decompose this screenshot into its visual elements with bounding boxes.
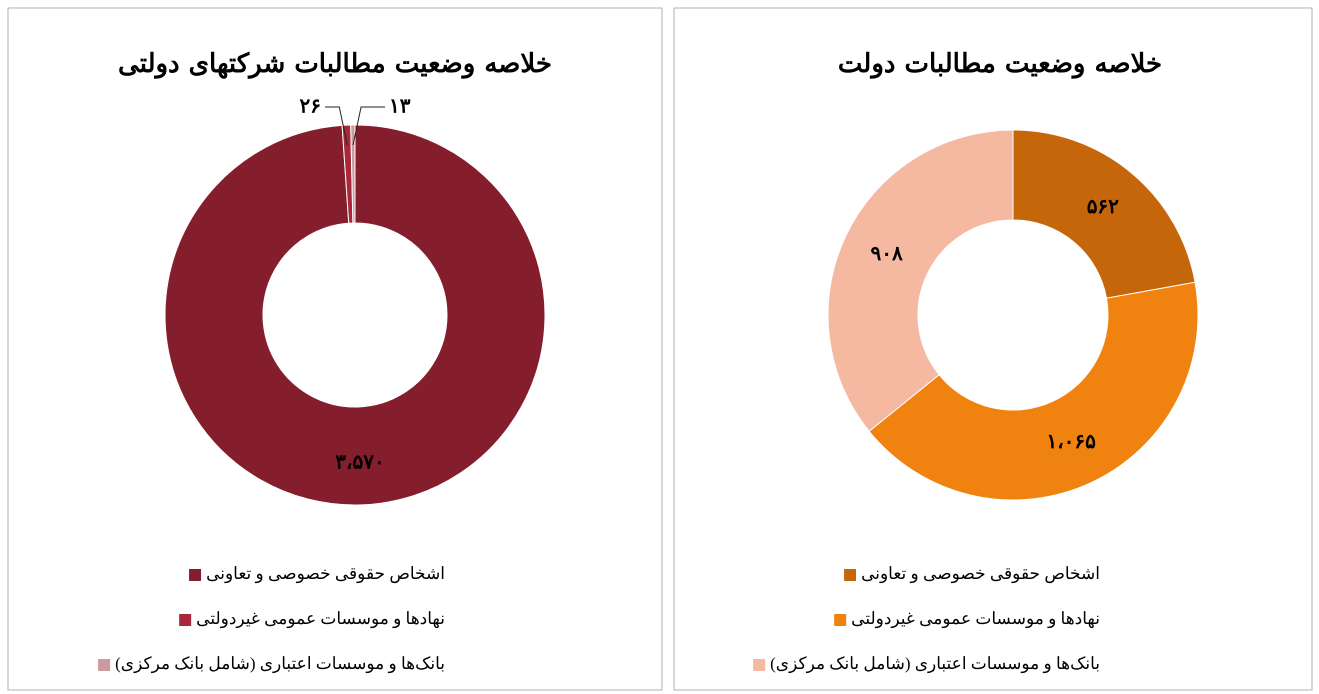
donut-slice (164, 124, 546, 506)
panel (7, 7, 663, 691)
legend-label: نهادها و موسسات عمومی غیردولتی (851, 609, 1100, 629)
value-label: ۳،۵۷۰ (335, 449, 384, 473)
donut-slice (868, 281, 1199, 501)
legend-label: اشخاص حقوقی خصوصی و تعاونی (861, 564, 1100, 584)
legend-swatch (189, 569, 202, 581)
value-label: ۲۶ (300, 94, 321, 118)
value-label: ۹۰۸ (871, 241, 903, 265)
legend-swatch (834, 614, 847, 626)
legend-label: بانک‌ها و موسسات اعتباری (شامل بانک مرکز… (770, 654, 1100, 674)
legend-swatch (753, 659, 766, 671)
legend-swatch (844, 569, 857, 581)
donut-slice (1012, 129, 1196, 299)
chart-title: خلاصه وضعیت مطالبات دولت (838, 49, 1162, 79)
donut-slice (350, 124, 356, 224)
legend-label: بانک‌ها و موسسات اعتباری (شامل بانک مرکز… (115, 654, 445, 674)
panel (673, 7, 1313, 691)
leader-line (325, 106, 348, 146)
chart-title: خلاصه وضعیت مطالبات شرکتهای دولتی (118, 49, 552, 79)
value-label: ۱،۰۶۵ (1046, 429, 1096, 453)
value-label: ۵۶۲ (1087, 194, 1119, 218)
leader-line (352, 106, 385, 146)
value-label: ۱۳ (389, 94, 411, 118)
legend-label: نهادها و موسسات عمومی غیردولتی (196, 609, 445, 629)
donut-slice (827, 129, 1014, 432)
legend-swatch (98, 659, 111, 671)
legend-label: اشخاص حقوقی خصوصی و تعاونی (206, 564, 445, 584)
legend-swatch (179, 614, 192, 626)
